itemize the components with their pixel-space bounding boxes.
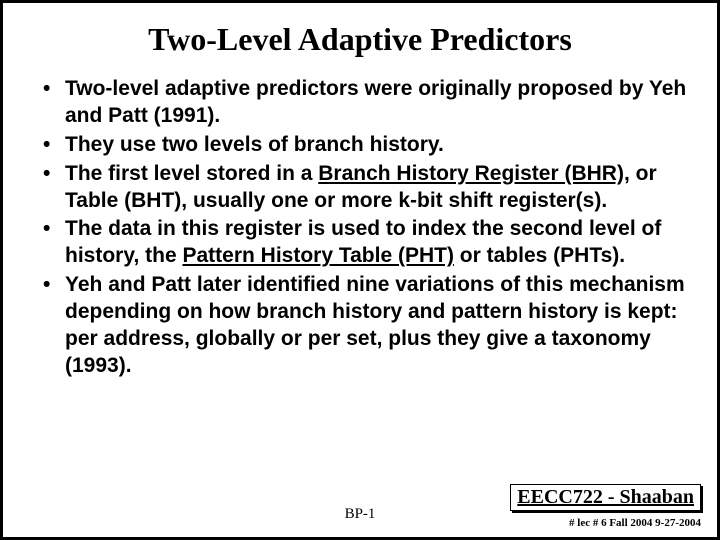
course-label: EECC722 - Shaaban — [510, 484, 701, 511]
bullet-text-pre: Yeh and Patt later identified nine varia… — [65, 273, 685, 377]
bullet-item: The data in this register is used to ind… — [39, 216, 689, 270]
bullet-text-pre: Two-level adaptive predictors were origi… — [65, 77, 686, 127]
slide-title: Two-Level Adaptive Predictors — [31, 21, 689, 58]
bullet-text-pre: They use two levels of branch history. — [65, 133, 444, 156]
bullet-text-underline: Branch History Register (BHR), — [318, 162, 630, 185]
bullet-text-post: or tables (PHTs). — [454, 244, 625, 267]
bullet-item: The first level stored in a Branch Histo… — [39, 161, 689, 215]
bullet-list: Two-level adaptive predictors were origi… — [31, 76, 689, 380]
bullet-item: Two-level adaptive predictors were origi… — [39, 76, 689, 130]
bullet-text-pre: The first level stored in a — [65, 162, 318, 185]
bullet-item: Yeh and Patt later identified nine varia… — [39, 272, 689, 380]
bullet-text-underline: Pattern History Table (PHT) — [182, 244, 453, 267]
bullet-item: They use two levels of branch history. — [39, 132, 689, 159]
footer-meta: # lec # 6 Fall 2004 9-27-2004 — [569, 517, 701, 529]
slide-frame: Two-Level Adaptive Predictors Two-level … — [0, 0, 720, 540]
footer-right: EECC722 - Shaaban # lec # 6 Fall 2004 9-… — [510, 484, 701, 531]
